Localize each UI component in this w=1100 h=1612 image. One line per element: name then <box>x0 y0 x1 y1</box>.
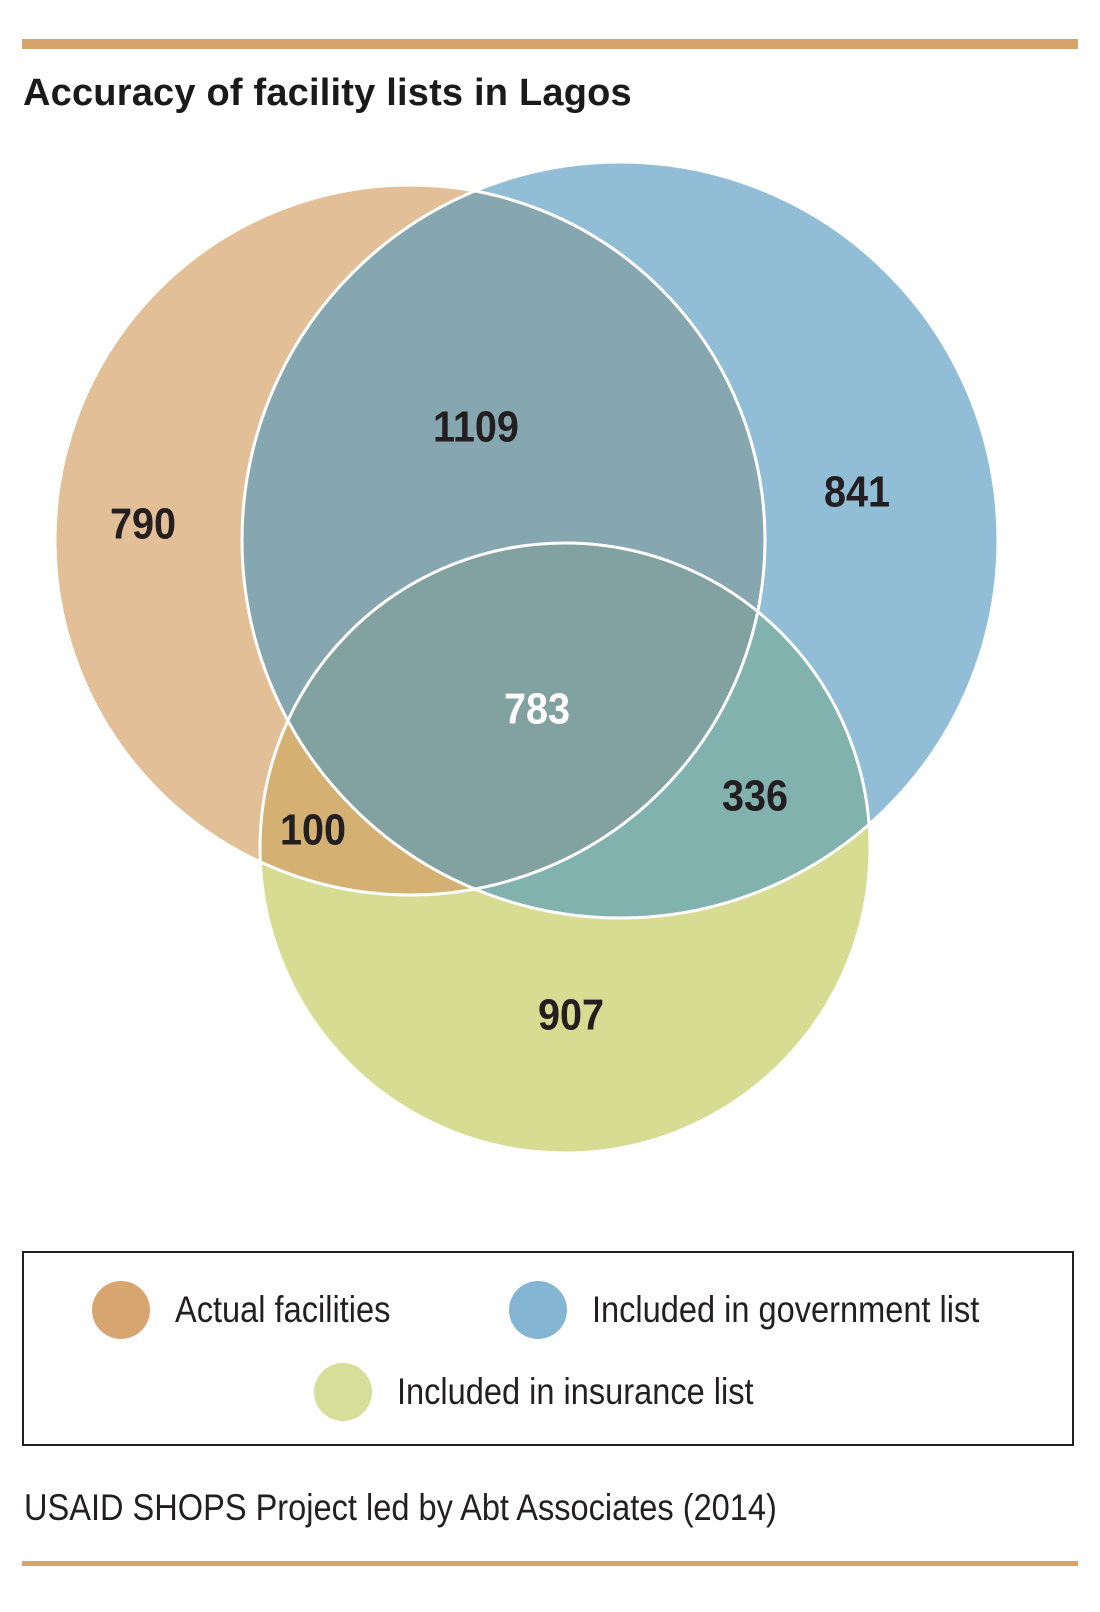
legend-item-actual: Actual facilities <box>92 1281 420 1339</box>
legend-item-government: Included in government list <box>509 1281 1032 1339</box>
count-actual-government: 1109 <box>433 402 519 451</box>
count-government-only: 841 <box>824 467 890 516</box>
government-circle-outline <box>240 160 1000 920</box>
legend-label-insurance: Included in insurance list <box>397 1371 754 1412</box>
actual-circle-outline <box>53 183 767 897</box>
legend-swatch-actual <box>92 1281 150 1339</box>
bottom-rule <box>22 1561 1078 1566</box>
insurance-circle-outline <box>258 541 872 1155</box>
source-note: USAID SHOPS Project led by Abt Associate… <box>24 1487 777 1528</box>
legend-label-government: Included in government list <box>592 1289 980 1330</box>
count-actual-only: 790 <box>110 499 176 548</box>
venn-diagram: 790 841 907 1109 100 336 783 <box>53 160 1000 1155</box>
legend-swatch-government <box>509 1281 567 1339</box>
chart-title: Accuracy of facility lists in Lagos <box>23 72 632 114</box>
all-three-overlap <box>260 543 765 895</box>
legend: Actual facilities Included in government… <box>22 1251 1074 1446</box>
legend-label-actual: Actual facilities <box>175 1289 391 1330</box>
count-government-insurance: 336 <box>722 771 788 820</box>
count-all-three: 783 <box>504 684 570 733</box>
count-insurance-only: 907 <box>538 990 604 1039</box>
count-actual-insurance: 100 <box>280 805 346 854</box>
top-rule <box>22 39 1078 49</box>
legend-swatch-insurance <box>314 1363 372 1421</box>
legend-item-insurance: Included in insurance list <box>314 1363 802 1421</box>
